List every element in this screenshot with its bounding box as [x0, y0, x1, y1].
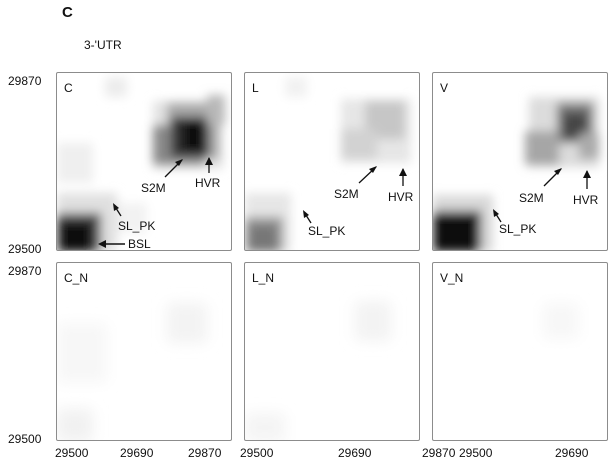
heatmap-panel-v-n: V_N: [432, 262, 608, 441]
panel-label: V: [440, 81, 449, 95]
heatmap-panel-v: V S2M HVR SL_PK: [432, 72, 608, 251]
heatmap-c-n: [57, 303, 207, 440]
y-tick-top-max: 29870: [8, 74, 42, 88]
x-tick-col1-end: 29870: [188, 446, 222, 460]
x-tick-col2-mid: 29690: [338, 446, 372, 460]
panel-label: L: [252, 81, 259, 95]
annotation-sl-pk: SL_PK: [118, 219, 156, 233]
panel-label: V_N: [440, 271, 464, 285]
y-tick-top-min: 29500: [8, 242, 42, 256]
x-tick-col2-start: 29500: [240, 446, 274, 460]
heatmap-l: [245, 77, 411, 250]
annotation-hvr: HVR: [388, 190, 414, 204]
annotation-hvr: HVR: [195, 176, 221, 190]
x-tick-col3-mid: 29690: [555, 446, 589, 460]
x-tick-col3-start: 29500: [459, 446, 493, 460]
heatmap-panel-c: C S2M HVR SL_PK BSL: [56, 72, 232, 251]
x-tick-col1-mid: 29690: [120, 446, 154, 460]
y-tick-bottom-min: 29500: [8, 432, 42, 446]
y-tick-bottom-max: 29870: [8, 264, 42, 278]
heatmap-panel-l: L S2M HVR SL_PK: [244, 72, 420, 251]
annotation-bsl: BSL: [128, 237, 151, 251]
heatmap-c: [57, 77, 225, 250]
annotation-s2m: S2M: [519, 191, 544, 205]
annotation-sl-pk: SL_PK: [499, 222, 537, 236]
figure-subtitle: 3-'UTR: [84, 38, 122, 52]
annotation-s2m: S2M: [334, 187, 359, 201]
annotation-hvr: HVR: [573, 193, 599, 207]
annotation-s2m: S2M: [141, 181, 166, 195]
heatmap-v: [433, 97, 599, 250]
annotation-sl-pk: SL_PK: [308, 224, 346, 238]
panel-label: C: [64, 81, 73, 95]
heatmap-panel-c-n: C_N: [56, 262, 232, 441]
heatmap-panel-l-n: L_N: [244, 262, 420, 441]
x-tick-col1-start: 29500: [55, 446, 89, 460]
heatmap-v-n: [543, 303, 579, 339]
panel-label: C_N: [64, 271, 89, 285]
heatmap-l-n: [245, 301, 391, 440]
panel-letter: C: [62, 4, 73, 21]
x-tick-col2-end: 29870: [422, 446, 456, 460]
panel-label: L_N: [252, 271, 275, 285]
